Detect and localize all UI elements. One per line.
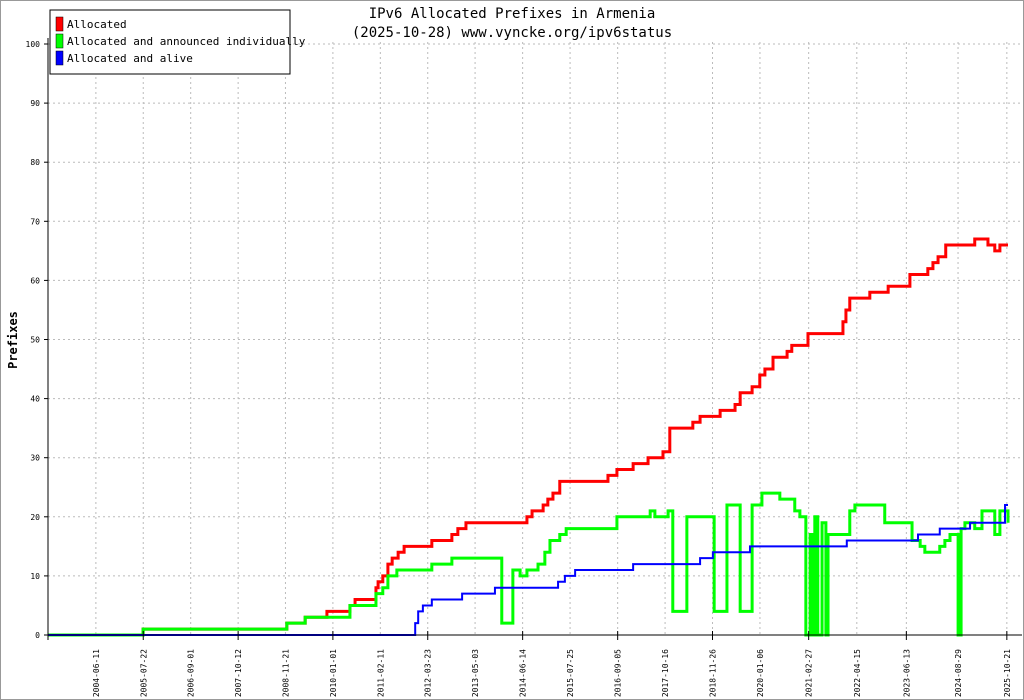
x-tick-label: 2025-10-21	[1003, 649, 1012, 697]
x-tick-label: 2014-06-14	[519, 649, 528, 697]
x-tick-label: 2015-07-25	[566, 649, 575, 697]
x-tick-label: 2022-04-15	[853, 649, 862, 697]
x-tick-label: 2016-09-05	[614, 649, 623, 697]
legend-label: Allocated and alive	[67, 52, 193, 65]
x-tick-label: 2007-10-12	[234, 649, 243, 697]
y-tick-label: 70	[30, 217, 40, 226]
y-tick-label: 30	[30, 454, 40, 463]
series-line-allocated	[48, 237, 1008, 637]
y-tick-label: 90	[30, 99, 40, 108]
x-tick-label: 2012-03-23	[424, 649, 433, 697]
y-tick-label: 40	[30, 395, 40, 404]
y-tick-label: 50	[30, 336, 40, 345]
y-axis-label: Prefixes	[6, 311, 20, 369]
legend: Allocated Allocated and announced individ…	[49, 9, 306, 75]
grid	[48, 42, 1022, 635]
x-tick-label: 2005-07-22	[139, 649, 148, 697]
x-tick-label: 2010-01-01	[329, 649, 338, 697]
y-tick-label: 60	[30, 276, 40, 285]
legend-swatch	[55, 50, 64, 66]
series-lines	[48, 237, 1010, 637]
x-tick-label: 2017-10-16	[661, 649, 670, 697]
x-tick-label: 2011-02-11	[376, 649, 385, 697]
legend-swatch	[55, 33, 64, 49]
chart-title: IPv6 Allocated Prefixes in Armenia	[369, 6, 656, 22]
series-line-allocated-and-announced-individually	[48, 491, 1010, 637]
x-tick-label: 2004-06-11	[92, 649, 101, 697]
x-tick-label: 2006-09-01	[187, 649, 196, 697]
y-tick-label: 0	[35, 631, 40, 640]
x-tick-label: 2021-02-27	[805, 649, 814, 697]
x-tick-label: 2008-11-21	[281, 649, 290, 697]
x-tick-label: 2020-01-06	[756, 649, 765, 697]
x-tick-label: 2013-05-03	[471, 649, 480, 697]
x-tick-label: 2023-06-13	[902, 649, 911, 697]
series-line-allocated-and-alive	[48, 503, 1008, 636]
y-tick-label: 20	[30, 513, 40, 522]
legend-box	[49, 9, 291, 75]
legend-swatch	[55, 16, 64, 32]
y-tick-label: 100	[26, 40, 41, 49]
x-tick-label: 2018-11-26	[709, 649, 718, 697]
legend-label: Allocated and announced individually	[67, 35, 306, 48]
x-tick-label: 2024-08-29	[954, 649, 963, 697]
axes: 0 10 20 30 40 50 60 70 80 90 100 2004-06-11 2005-07-…	[26, 38, 1022, 697]
y-tick-label: 10	[30, 572, 40, 581]
legend-label: Allocated	[67, 18, 127, 31]
chart-subtitle: (2025-10-28) www.vyncke.org/ipv6status	[352, 25, 672, 41]
y-tick-label: 80	[30, 158, 40, 167]
